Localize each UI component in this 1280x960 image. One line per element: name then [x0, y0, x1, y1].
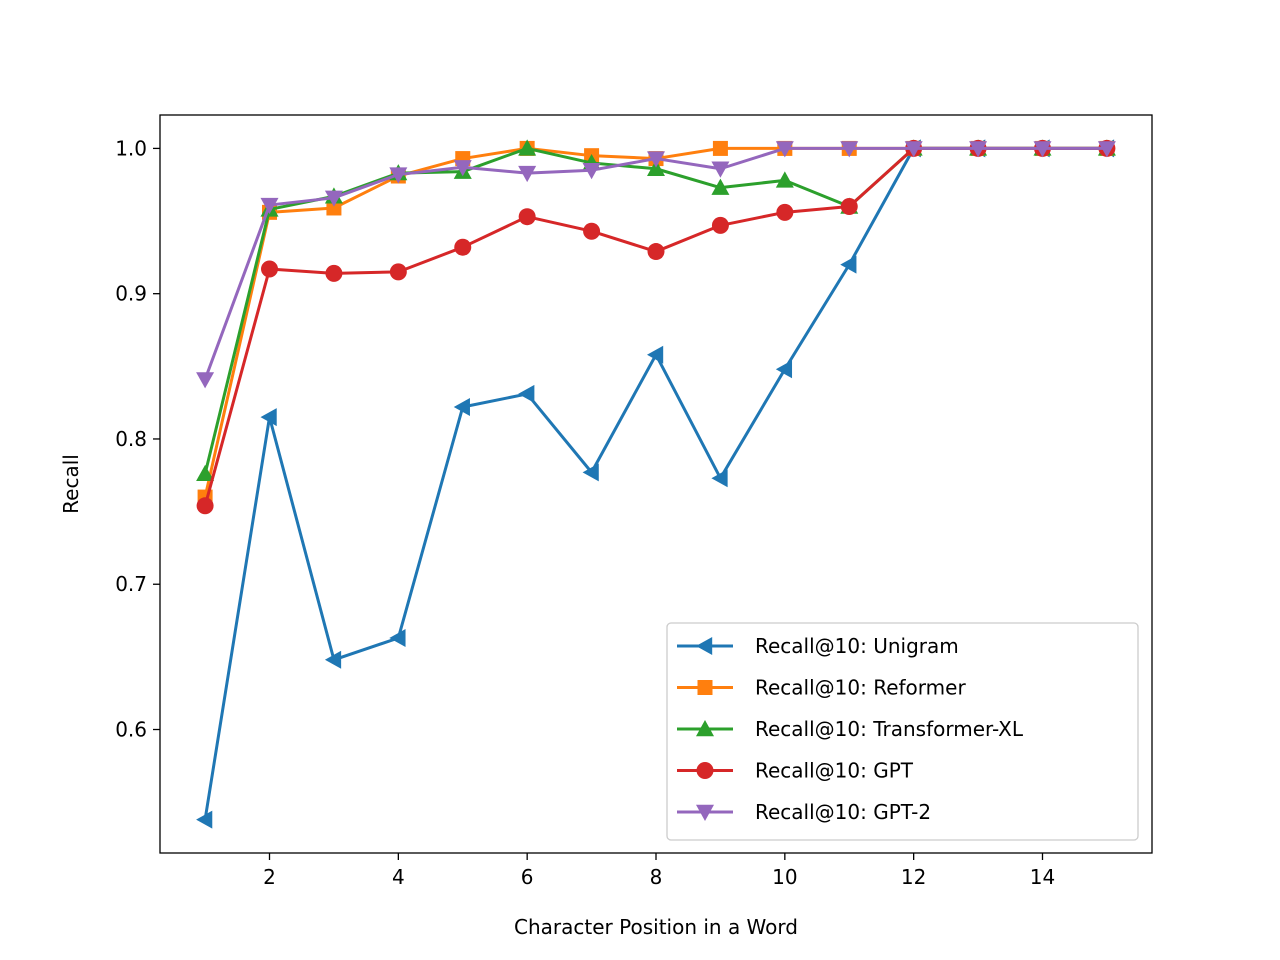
data-point — [389, 628, 406, 647]
legend-marker — [696, 804, 714, 821]
data-point — [647, 151, 665, 168]
data-point — [969, 141, 988, 158]
data-point — [1097, 141, 1116, 158]
data-point — [324, 650, 342, 669]
data-point — [260, 197, 279, 215]
data-point — [454, 238, 472, 256]
data-point — [647, 243, 665, 261]
data-point — [840, 141, 859, 158]
legend-marker — [696, 637, 713, 655]
y-tick-label: 0.9 — [115, 282, 147, 306]
legend-marker — [696, 762, 714, 779]
data-point — [518, 139, 537, 156]
data-point — [518, 165, 537, 183]
data-point — [582, 163, 601, 180]
legend-entry: Recall@10: GPT — [677, 759, 914, 783]
series-layer — [196, 139, 1116, 829]
legend: Recall@10: Unigram Recall@10: Reformer Rec… — [666, 622, 1139, 841]
legend-box — [666, 622, 1139, 841]
y-axis: 0.6 0.7 0.8 0.9 1.0 — [115, 136, 160, 742]
data-point — [196, 497, 214, 515]
series-5 — [196, 141, 1116, 389]
data-point — [775, 171, 794, 188]
data-point — [712, 140, 728, 156]
x-tick-label: 2 — [263, 865, 276, 889]
data-point — [453, 398, 470, 417]
data-point — [711, 161, 730, 178]
legend-label: Recall@10: Reformer — [755, 676, 966, 700]
legend-entry: Recall@10: GPT-2 — [677, 800, 931, 824]
data-point — [775, 360, 793, 379]
x-tick-label: 14 — [1030, 865, 1055, 889]
data-point — [389, 263, 407, 281]
legend-entry: Recall@10: Reformer — [677, 676, 966, 700]
data-point — [518, 384, 535, 403]
data-point — [647, 159, 665, 176]
x-tick-label: 12 — [901, 865, 926, 889]
y-tick-label: 0.6 — [115, 718, 147, 742]
data-point — [583, 222, 601, 240]
data-point — [711, 216, 729, 234]
legend-marker — [697, 680, 713, 695]
data-point — [1033, 141, 1052, 158]
data-point — [196, 372, 215, 389]
legend-label: Recall@10: Transformer-XL — [755, 717, 1024, 741]
data-point — [389, 167, 408, 184]
x-tick-label: 6 — [521, 865, 534, 889]
legend-label: Recall@10: GPT-2 — [755, 800, 931, 824]
x-axis-label: Character Position in a Word — [514, 915, 798, 939]
x-axis: 2 4 6 8 10 12 14 — [263, 853, 1055, 889]
data-point — [196, 464, 215, 482]
y-axis-label: Recall — [59, 454, 83, 514]
data-point — [196, 810, 213, 829]
y-tick-label: 0.7 — [115, 572, 147, 596]
legend-marker — [696, 720, 714, 737]
data-point — [453, 160, 472, 177]
legend-entry: Recall@10: Transformer-XL — [677, 717, 1024, 741]
data-point — [776, 203, 794, 221]
data-point — [326, 200, 342, 216]
data-point — [582, 463, 599, 482]
legend-label: Recall@10: GPT — [755, 759, 914, 783]
y-tick-label: 0.8 — [115, 427, 147, 451]
data-point — [261, 260, 279, 278]
data-point — [840, 198, 858, 216]
data-point — [904, 141, 923, 158]
data-point — [775, 141, 794, 158]
x-tick-label: 8 — [650, 865, 663, 889]
y-tick-label: 1.0 — [115, 136, 147, 160]
data-point — [324, 190, 343, 207]
x-tick-label: 10 — [772, 865, 797, 889]
legend-label: Recall@10: Unigram — [755, 634, 959, 658]
data-point — [518, 208, 536, 226]
data-point — [711, 178, 730, 195]
data-point — [711, 469, 728, 488]
data-point — [260, 408, 277, 427]
data-point — [325, 264, 343, 282]
data-point — [647, 345, 664, 364]
data-point — [840, 255, 857, 274]
x-tick-label: 4 — [392, 865, 405, 889]
legend-entry: Recall@10: Unigram — [677, 634, 959, 658]
